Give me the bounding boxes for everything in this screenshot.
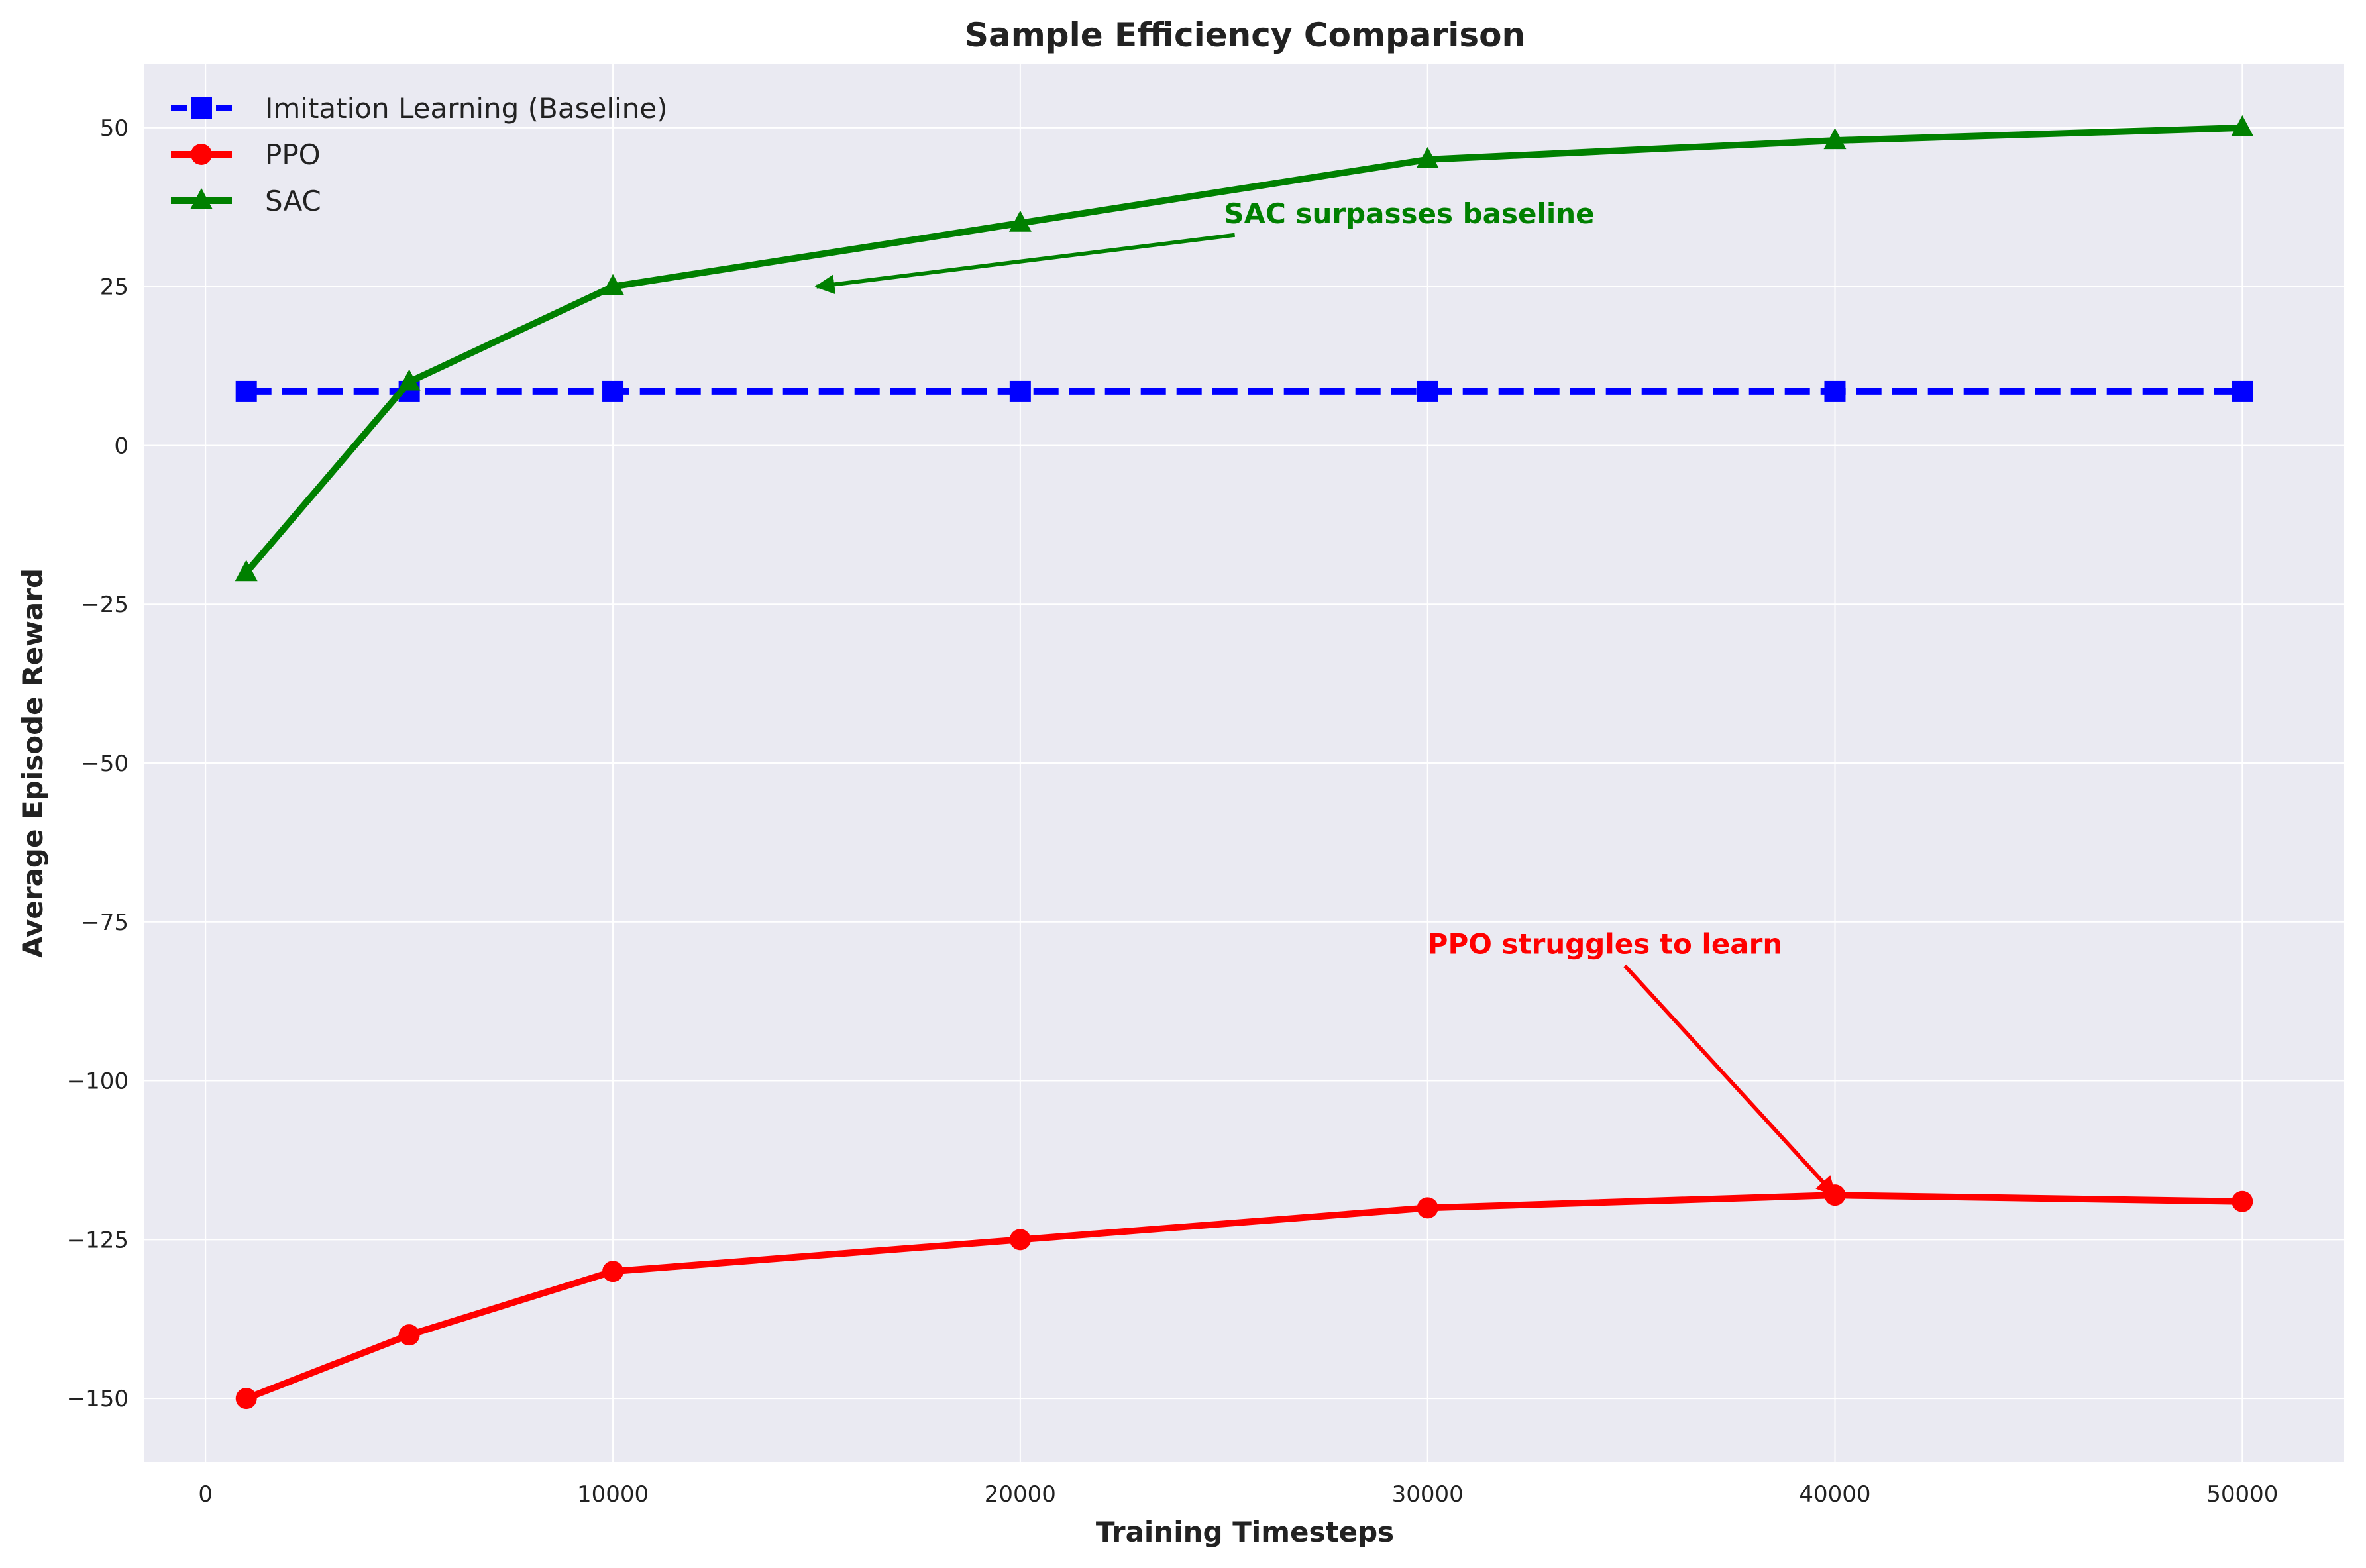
legend-marker-2 [190, 188, 213, 209]
y-tick-label: −50 [81, 751, 129, 777]
legend-entry-2: SAC [171, 185, 321, 217]
data-point-2-0 [235, 560, 258, 582]
annotation-arrow-0 [814, 233, 1236, 295]
data-point-0-6 [2232, 380, 2253, 402]
y-axis-ticks: −150 −125 −100 −75 −50 −25 0 25 50 [67, 115, 129, 1412]
y-tick-label: 25 [100, 274, 129, 301]
x-tick-label: 20000 [985, 1481, 1056, 1508]
data-point-1-3 [1009, 1229, 1031, 1251]
data-point-1-2 [602, 1261, 624, 1282]
x-axis-ticks: 0 10000 20000 30000 40000 50000 [198, 1481, 2278, 1508]
data-point-1-4 [1417, 1197, 1438, 1219]
x-tick-label: 0 [198, 1481, 213, 1508]
x-tick-label: 10000 [577, 1481, 649, 1508]
data-point-2-3 [1008, 210, 1032, 232]
legend-marker-0 [191, 97, 212, 119]
y-axis-label: Average Episode Reward [17, 568, 49, 958]
data-point-0-4 [1417, 380, 1438, 402]
x-tick-label: 50000 [2206, 1481, 2278, 1508]
data-point-2-6 [2231, 115, 2254, 136]
data-point-0-3 [1009, 380, 1031, 402]
chart-title: Sample Efficiency Comparison [965, 16, 1525, 54]
data-point-2-1 [398, 369, 421, 391]
annotation-layer: SAC surpasses baseline PPO struggles to l… [814, 197, 1837, 1197]
y-tick-label: −125 [67, 1227, 129, 1253]
annotation-text-0: SAC surpasses baseline [1224, 197, 1594, 230]
data-point-1-0 [235, 1388, 257, 1410]
data-point-1-6 [2232, 1190, 2253, 1212]
data-point-2-2 [602, 274, 625, 295]
data-point-2-4 [1416, 146, 1439, 168]
legend-label-1: PPO [265, 138, 321, 171]
y-tick-label: −25 [81, 592, 129, 618]
series-0 [235, 380, 2253, 402]
legend: Imitation Learning (Baseline) PPO SAC [171, 92, 668, 217]
x-tick-label: 30000 [1392, 1481, 1464, 1508]
grid [144, 64, 2344, 1462]
x-tick-label: 40000 [1799, 1481, 1870, 1508]
annotation-text-1: PPO struggles to learn [1428, 928, 1783, 961]
data-point-0-5 [1824, 380, 1846, 402]
data-point-0-2 [602, 380, 624, 402]
series-2 [235, 115, 2254, 582]
legend-label-2: SAC [265, 185, 321, 217]
legend-label-0: Imitation Learning (Baseline) [265, 92, 668, 125]
legend-entry-1: PPO [171, 138, 321, 171]
y-tick-label: −100 [67, 1069, 129, 1095]
legend-entry-0: Imitation Learning (Baseline) [171, 92, 668, 125]
data-point-0-0 [235, 380, 257, 402]
data-point-1-1 [398, 1324, 420, 1346]
y-tick-label: 0 [114, 433, 129, 459]
y-tick-label: −75 [81, 910, 129, 936]
data-point-2-5 [1823, 128, 1847, 150]
y-tick-label: −150 [67, 1386, 129, 1412]
legend-marker-1 [191, 144, 212, 165]
x-axis-label: Training Timesteps [1096, 1516, 1394, 1548]
y-tick-label: 50 [100, 115, 129, 142]
annotation-arrow-1 [1623, 964, 1837, 1197]
